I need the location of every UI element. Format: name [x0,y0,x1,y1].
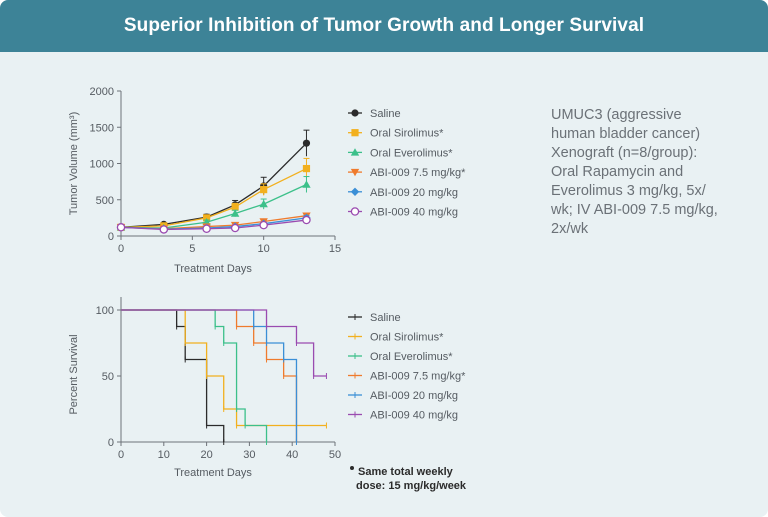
series-line [120,219,307,231]
x-axis-title: Treatment Days [174,263,252,275]
legend-marker [350,187,360,196]
y-tick-label: 500 [96,195,114,207]
data-point [259,199,268,208]
y-tick-label: 0 [108,231,114,243]
header-banner: Superior Inhibition of Tumor Growth and … [0,0,768,52]
data-point [302,139,311,147]
legend-label: Oral Sirolimus* [370,128,444,140]
y-tick-label: 1500 [90,122,114,134]
data-point [260,186,268,194]
x-tick-label: 0 [118,449,124,461]
y-axis-title: Tumor Volume (mm³) [68,112,80,216]
legend-marker [351,129,359,137]
footnote-line1: Same total weekly [358,466,454,478]
series-line [120,142,307,228]
x-tick-label: 10 [158,449,170,461]
data-point [302,215,311,225]
x-tick-label: 10 [258,243,270,255]
x-axis-title: Treatment Days [174,467,252,479]
legend-marker [351,109,359,117]
footnote-asterisk-icon [350,466,354,470]
survival-curve [121,309,268,442]
data-point [302,180,311,188]
y-tick-label: 1000 [90,159,114,171]
x-tick-label: 20 [200,449,212,461]
data-point [230,223,240,233]
footnote-line2: dose: 15 mg/kg/week [356,480,467,492]
x-tick-label: 15 [329,243,341,255]
legend-marker [350,207,360,216]
legend-label: Saline [370,312,401,324]
legend-label: ABI-009 20 mg/kg [370,187,458,199]
legend-marker [350,148,360,156]
data-point [116,223,126,232]
x-tick-label: 5 [189,243,195,255]
legend-label: ABI-009 7.5 mg/kg* [370,167,466,179]
legend-label: Oral Everolimus* [370,147,453,159]
series-line [120,167,307,228]
x-tick-label: 0 [118,243,124,255]
data-point [230,209,240,217]
legend-marker [350,168,360,177]
survival-curve [121,309,327,377]
y-tick-label: 100 [96,305,114,317]
data-point [203,214,211,222]
y-tick-label: 2000 [90,86,114,98]
y-axis-title: Percent Survival [68,334,80,414]
y-tick-label: 50 [102,371,114,383]
data-point [302,164,311,173]
legend-label: Oral Everolimus* [370,351,453,363]
legend-label: ABI-009 20 mg/kg [370,390,458,402]
legend-label: ABI-009 7.5 mg/kg* [370,371,466,383]
page-title: Superior Inhibition of Tumor Growth and … [123,15,645,36]
legend-label: ABI-009 40 mg/kg [370,410,458,422]
y-tick-label: 0 [108,437,114,449]
x-tick-label: 30 [243,449,255,461]
survival-curve [121,309,327,427]
data-point [159,225,169,234]
x-tick-label: 50 [329,449,341,461]
legend-label: Saline [370,108,401,120]
data-point [202,224,211,233]
study-description: UMUC3 (aggressive human bladder cancer) … [551,107,718,237]
data-point [259,220,268,230]
x-tick-label: 40 [286,449,298,461]
legend-label: ABI-009 40 mg/kg [370,207,458,219]
data-point [231,203,239,211]
legend-label: Oral Sirolimus* [370,332,444,344]
